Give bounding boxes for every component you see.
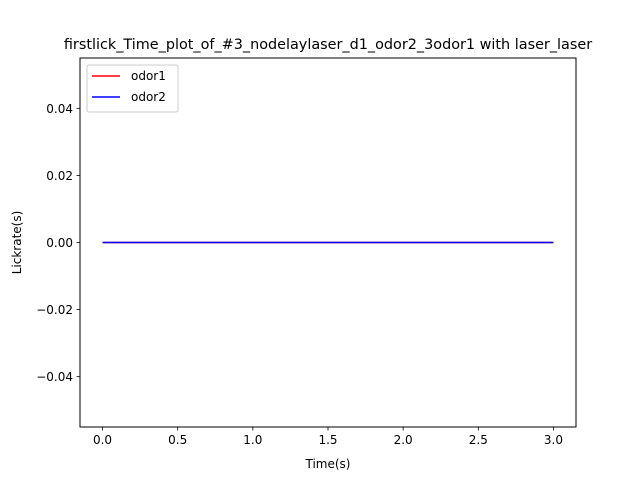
y-axis-ticks: −0.04 −0.02 0.00 0.02 0.04 xyxy=(36,102,80,384)
x-tick-label: 2.5 xyxy=(469,433,488,447)
x-tick-label: 1.5 xyxy=(318,433,337,447)
y-tick-label: 0.02 xyxy=(46,169,73,183)
x-tick-label: 0.0 xyxy=(93,433,112,447)
legend: odor1 odor2 xyxy=(86,64,179,113)
legend-label-odor2: odor2 xyxy=(131,90,166,104)
y-tick-label: −0.02 xyxy=(36,303,73,317)
x-axis-ticks: 0.0 0.5 1.0 1.5 2.0 2.5 3.0 xyxy=(93,427,563,447)
x-tick-label: 0.5 xyxy=(168,433,187,447)
legend-label-odor1: odor1 xyxy=(131,69,166,83)
y-tick-label: −0.04 xyxy=(36,370,73,384)
x-tick-label: 3.0 xyxy=(544,433,563,447)
chart-title: firstlick_Time_plot_of_#3_nodelaylaser_d… xyxy=(64,37,592,53)
x-tick-label: 1.0 xyxy=(243,433,262,447)
y-tick-label: 0.04 xyxy=(46,102,73,116)
x-tick-label: 2.0 xyxy=(394,433,413,447)
y-tick-label: 0.00 xyxy=(46,236,73,250)
plot-frame xyxy=(79,57,577,428)
y-axis-label: Lickrate(s) xyxy=(10,211,24,275)
x-axis-label: Time(s) xyxy=(305,457,351,471)
